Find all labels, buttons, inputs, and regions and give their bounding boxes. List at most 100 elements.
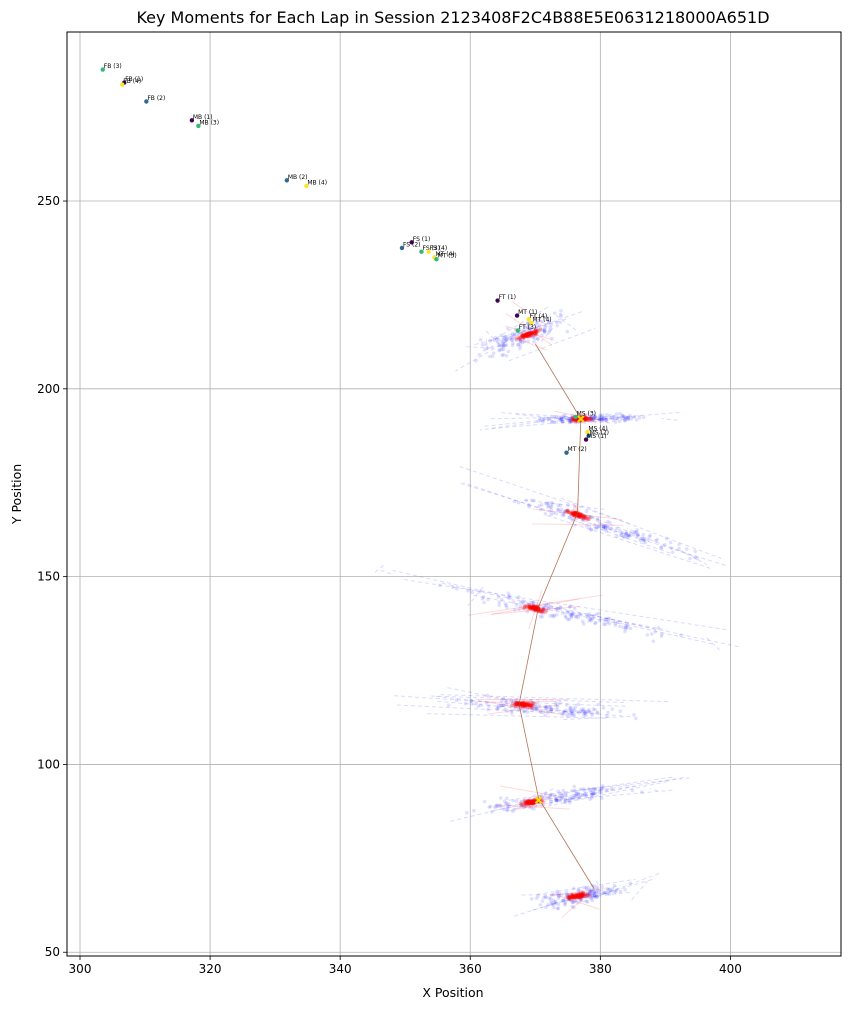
trace-point-red — [515, 702, 519, 706]
trace-point-blue — [516, 343, 520, 347]
trace-point-blue — [650, 632, 654, 636]
trace-point-blue — [486, 708, 490, 712]
trace-point-blue — [601, 891, 605, 895]
trace-point-blue — [610, 527, 614, 531]
trace-point-blue — [671, 550, 675, 554]
trace-point-blue — [483, 348, 487, 352]
trace-point-blue — [631, 789, 635, 793]
trace-point-blue — [505, 797, 509, 801]
trace-point-blue — [504, 801, 508, 805]
trace-point-blue — [526, 710, 530, 714]
trace-point-blue — [625, 531, 629, 535]
trace-point-blue — [470, 591, 474, 595]
trace-point-blue — [515, 603, 519, 607]
trace-point-red — [535, 332, 539, 336]
trace-point-blue — [579, 613, 583, 617]
trace-point-red — [542, 607, 546, 611]
trace-point-blue — [510, 711, 514, 715]
trace-point-blue — [491, 354, 495, 358]
trace-point-blue — [632, 533, 636, 537]
trace-point-blue — [497, 337, 501, 341]
x-tick-label: 400 — [719, 962, 742, 976]
x-tick-label: 300 — [69, 962, 92, 976]
x-tick-label: 340 — [329, 962, 352, 976]
trace-point-blue — [625, 624, 629, 628]
trace-point-blue — [455, 699, 459, 703]
trace-point-blue — [490, 810, 494, 814]
trace-point-blue — [522, 710, 526, 714]
trace-point-blue — [472, 809, 476, 813]
trace-point-blue — [632, 713, 636, 717]
y-tick-label: 100 — [37, 757, 60, 771]
trace-point-blue — [629, 627, 633, 631]
trace-point-red — [528, 331, 532, 335]
trace-point-blue — [553, 311, 557, 315]
trace-point-blue — [572, 785, 576, 789]
trace-point-blue — [487, 704, 491, 708]
trace-point-blue — [482, 601, 486, 605]
trace-point-blue — [541, 899, 545, 903]
trace-point-blue — [605, 714, 609, 718]
trace-point-blue — [505, 339, 509, 343]
trace-point-red — [511, 702, 515, 706]
trace-point-blue — [670, 546, 674, 550]
trace-point-blue — [592, 707, 596, 711]
trace-point-red — [539, 327, 543, 331]
key-moment-label: FS (2) — [403, 241, 421, 248]
trace-point-blue — [591, 617, 595, 621]
trace-point-blue — [568, 706, 572, 710]
trace-point-blue — [549, 897, 553, 901]
trace-point-blue — [479, 338, 483, 342]
trace-point-blue — [594, 787, 598, 791]
trace-point-blue — [584, 886, 588, 890]
trace-point-blue — [556, 507, 560, 511]
trace-point-blue — [561, 611, 565, 615]
trace-point-blue — [532, 340, 536, 344]
trace-point-blue — [587, 619, 591, 623]
trace-point-blue — [589, 528, 593, 532]
trace-point-blue — [517, 595, 521, 599]
trace-point-blue — [669, 541, 673, 545]
trace-point-blue — [679, 634, 683, 638]
trace-point-blue — [535, 896, 539, 900]
trace-point-blue — [606, 616, 610, 620]
trace-point-blue — [688, 557, 692, 561]
trace-point-blue — [544, 906, 548, 910]
trace-point-blue — [586, 900, 590, 904]
y-axis-label: Y Position — [9, 464, 24, 525]
trace-point-blue — [612, 419, 616, 423]
trace-point-blue — [654, 539, 658, 543]
trace-point-red — [520, 803, 524, 807]
x-tick-label: 380 — [589, 962, 612, 976]
trace-point-blue — [481, 343, 485, 347]
trace-point-blue — [506, 595, 510, 599]
trace-point-blue — [622, 535, 626, 539]
key-moment-label: FB (2) — [147, 95, 165, 102]
trace-point-blue — [573, 705, 577, 709]
trace-point-blue — [607, 622, 611, 626]
trace-point-blue — [557, 896, 561, 900]
trace-point-blue — [610, 707, 614, 711]
trace-point-blue — [500, 334, 504, 338]
trace-point-blue — [507, 350, 511, 354]
trace-point-blue — [558, 701, 562, 705]
trace-point-red — [587, 517, 591, 521]
trace-point-red — [518, 702, 522, 706]
trace-point-blue — [608, 892, 612, 896]
trace-point-blue — [539, 903, 543, 907]
trace-point-blue — [499, 796, 503, 800]
trace-point-blue — [455, 587, 459, 591]
trace-point-blue — [596, 710, 600, 714]
trace-point-red — [521, 333, 525, 337]
key-moment-label: MT (2) — [568, 446, 587, 453]
trace-point-blue — [465, 811, 469, 815]
trace-point-blue — [634, 717, 638, 721]
trace-point-blue — [555, 321, 559, 325]
trace-point-blue — [515, 799, 519, 803]
trace-point-blue — [497, 600, 501, 604]
trace-point-blue — [693, 549, 697, 553]
trace-point-blue — [613, 529, 617, 533]
trace-point-blue — [470, 699, 474, 703]
trace-point-blue — [497, 349, 501, 353]
